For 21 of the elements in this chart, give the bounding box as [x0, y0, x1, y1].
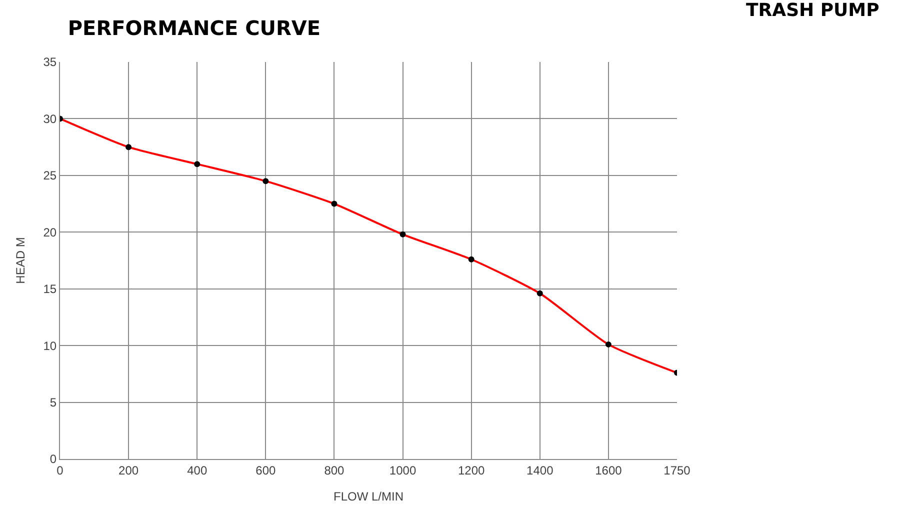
chart-title: PERFORMANCE CURVE: [68, 16, 321, 40]
y-tick-label: 15: [43, 282, 57, 296]
y-tick-label: 25: [43, 168, 57, 183]
x-tick-label: 1600: [595, 463, 622, 478]
x-tick-label: 800: [324, 463, 345, 478]
x-axis-title: FLOW L/MIN: [333, 489, 404, 504]
x-tick-label: 1400: [526, 463, 554, 478]
y-tick-label: 30: [43, 112, 57, 126]
x-tick-label: 400: [187, 463, 208, 478]
y-tick-label: 35: [43, 55, 57, 70]
x-tick-label: 1200: [458, 463, 485, 478]
y-axis-title: HEAD M: [14, 237, 28, 284]
x-tick-label: 1000: [389, 463, 416, 478]
text: TRASH PUMP: [746, 0, 880, 21]
y-tick-label: 0: [50, 452, 57, 466]
y-tick-label: 10: [43, 338, 57, 353]
y-tick-label: 5: [50, 395, 57, 410]
x-tick-label: 1750: [664, 463, 691, 478]
x-tick-label: 600: [256, 463, 276, 478]
y-tick-label: 20: [43, 225, 57, 240]
x-tick-label: 200: [118, 463, 139, 478]
